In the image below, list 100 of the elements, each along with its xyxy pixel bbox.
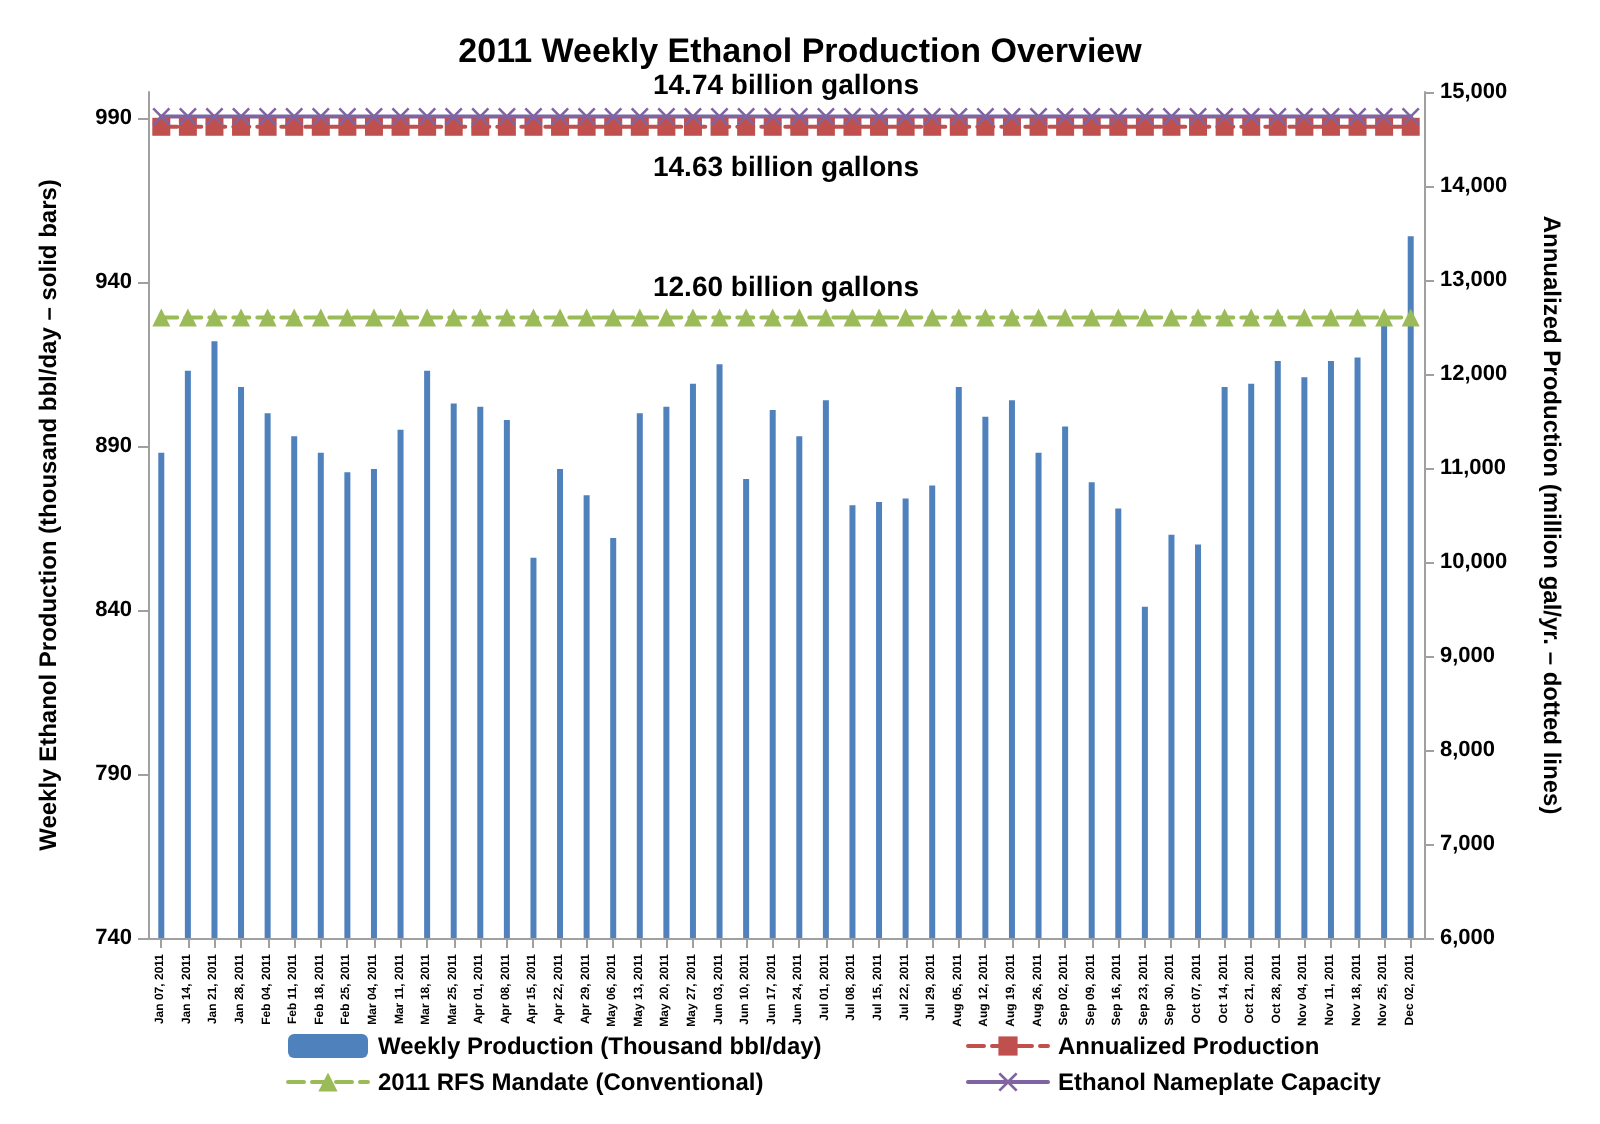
point <box>364 308 383 327</box>
point <box>205 308 224 327</box>
point <box>364 107 383 126</box>
point <box>1109 107 1128 126</box>
point <box>923 308 942 327</box>
point <box>790 308 809 327</box>
legend-label: Ethanol Nameplate Capacity <box>1058 1068 1382 1096</box>
point <box>232 107 251 126</box>
y2-tick-label: 11,000 <box>1440 456 1507 480</box>
point <box>1268 107 1287 126</box>
point <box>497 308 516 327</box>
point <box>1401 107 1420 126</box>
point <box>285 107 304 126</box>
point <box>870 308 889 327</box>
point <box>737 308 756 327</box>
point <box>1056 308 1075 327</box>
y2-tick-label: 8,000 <box>1440 738 1496 762</box>
point <box>763 308 782 327</box>
point <box>1189 308 1208 327</box>
point <box>471 308 490 327</box>
point <box>311 308 330 327</box>
point <box>683 107 702 126</box>
legend-label: Annualized Production <box>1058 1032 1320 1060</box>
point <box>1002 308 1021 327</box>
y-axis-title: Weekly Ethanol Production (thousand bbl/day – solid bars) <box>34 179 62 851</box>
point <box>178 107 197 126</box>
point <box>1242 107 1261 126</box>
point <box>1135 308 1154 327</box>
point <box>497 107 516 126</box>
annotation: 14.63 billion gallons <box>652 150 920 182</box>
point <box>577 308 596 327</box>
point <box>1135 107 1154 126</box>
y2-tick-label: 7,000 <box>1440 832 1496 856</box>
y2-tick-label: 15,000 <box>1440 80 1508 104</box>
y2-tick-label: 10,000 <box>1440 550 1508 574</box>
legend-label: 2011 RFS Mandate (Conventional) <box>378 1068 764 1096</box>
y-tick-label: 790 <box>95 762 132 787</box>
point <box>178 308 197 327</box>
point <box>311 107 330 126</box>
point <box>1401 308 1420 327</box>
point <box>152 308 171 327</box>
y2-tick-label: 14,000 <box>1440 174 1508 198</box>
y-tick-label: 940 <box>95 270 132 295</box>
y-tick-label: 840 <box>95 598 132 623</box>
annotation: 14.74 billion gallons <box>652 68 920 100</box>
point <box>338 308 357 327</box>
point <box>1109 308 1128 327</box>
point <box>1242 308 1261 327</box>
point <box>737 107 756 126</box>
point <box>444 107 463 126</box>
y2-tick-label: 12,000 <box>1440 362 1508 386</box>
y-tick-label: 990 <box>95 106 132 131</box>
point <box>152 107 171 126</box>
y-tick-label: 740 <box>95 926 132 950</box>
point <box>1189 107 1208 126</box>
point <box>1321 107 1340 126</box>
point <box>1268 308 1287 327</box>
point <box>391 308 410 327</box>
point <box>976 308 995 327</box>
point <box>1029 308 1048 327</box>
point <box>949 308 968 327</box>
point <box>1375 308 1394 327</box>
point <box>604 107 623 126</box>
point <box>763 107 782 126</box>
point <box>444 308 463 327</box>
y2-tick-label: 13,000 <box>1440 268 1508 292</box>
point <box>1082 308 1101 327</box>
point <box>1348 308 1367 327</box>
point <box>471 107 490 126</box>
point <box>604 308 623 327</box>
y-tick-label: 890 <box>95 434 132 459</box>
point <box>843 308 862 327</box>
point <box>923 107 942 126</box>
point <box>949 107 968 126</box>
point <box>710 308 729 327</box>
y2-tick-label: 9,000 <box>1440 644 1496 668</box>
y2-axis-title: Annualized Production (million gal/yr. – dotted lines) <box>1538 215 1566 815</box>
chart-title: 2011 Weekly Ethanol Production Overview <box>458 32 1144 70</box>
point <box>816 107 835 126</box>
point <box>418 107 437 126</box>
point <box>816 308 835 327</box>
point <box>1162 308 1181 327</box>
point <box>1082 107 1101 126</box>
point <box>551 107 570 126</box>
point <box>657 308 676 327</box>
point <box>1321 308 1340 327</box>
point <box>285 308 304 327</box>
point <box>418 308 437 327</box>
point <box>683 308 702 327</box>
point <box>524 308 543 327</box>
point <box>790 107 809 126</box>
point <box>258 308 277 327</box>
point <box>551 308 570 327</box>
point <box>630 308 649 327</box>
point <box>630 107 649 126</box>
point <box>870 107 889 126</box>
point <box>1375 107 1394 126</box>
point <box>896 308 915 327</box>
annotation: 12.60 billion gallons <box>652 270 920 302</box>
legend-label: Weekly Production (Thousand bbl/day) <box>378 1032 822 1060</box>
